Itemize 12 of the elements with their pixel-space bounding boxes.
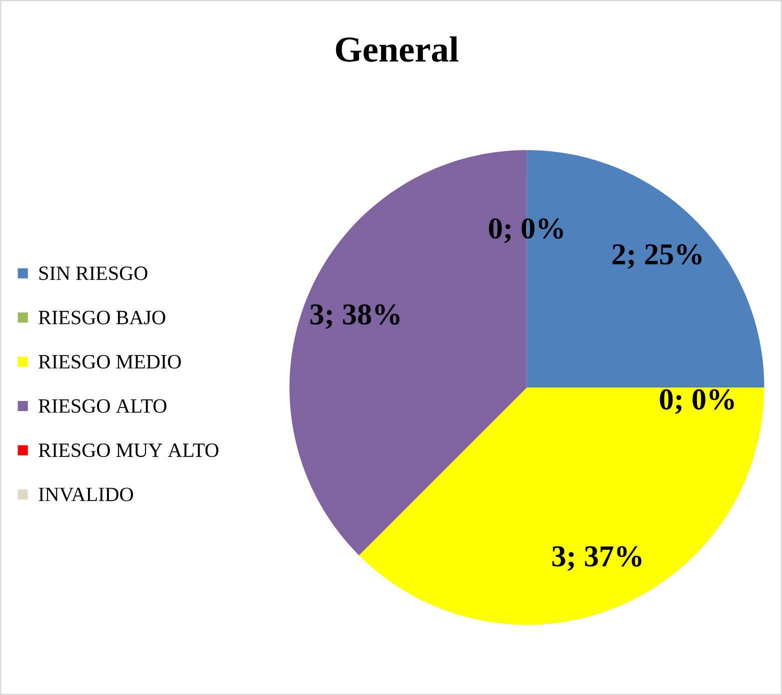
legend-label: INVALIDO [38, 488, 133, 502]
chart-title: General [336, 36, 458, 62]
legend-label: RIESGO ALTO [38, 399, 166, 413]
data-label: 3; 37% [552, 546, 642, 571]
legend-label: SIN RIESGO [39, 266, 148, 280]
data-label: 2; 25% [612, 244, 702, 269]
legend-label: RIESGO MUY ALTO [38, 443, 218, 457]
data-label: 3; 38% [310, 304, 400, 329]
legend-label: RIESGO MEDIO [38, 354, 181, 368]
text: 0; 0% [489, 218, 563, 244]
legend-label: RIESGO BAJO [38, 310, 166, 324]
text: 0; 0% [660, 389, 734, 414]
